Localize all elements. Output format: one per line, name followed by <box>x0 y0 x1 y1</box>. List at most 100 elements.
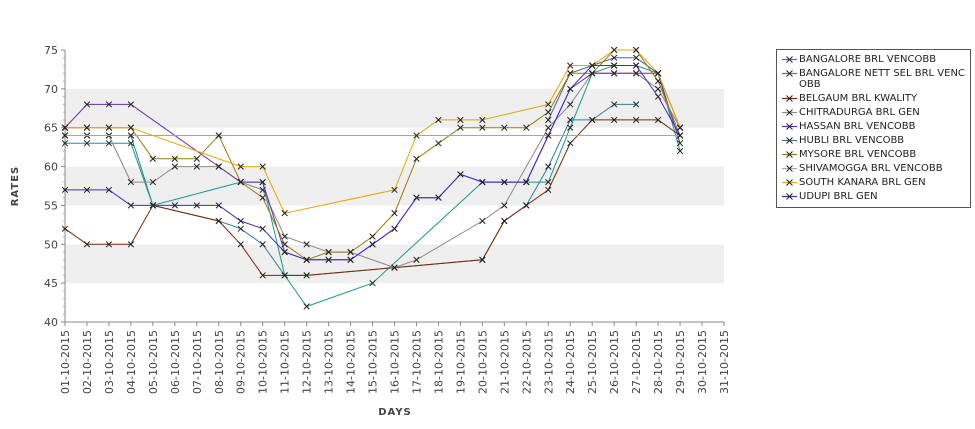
data-point-marker <box>61 186 69 194</box>
marker-stroke <box>303 256 310 263</box>
data-point-marker <box>127 101 135 108</box>
x-tick-label: 01-10-2015 <box>59 330 72 394</box>
data-point-marker <box>391 210 398 217</box>
marker-stroke <box>105 186 113 194</box>
marker-stroke <box>193 155 200 162</box>
marker-stroke <box>61 225 69 232</box>
data-point-marker <box>369 233 376 240</box>
marker-stroke <box>325 248 332 256</box>
marker-stroke <box>61 186 69 194</box>
data-point-marker <box>457 116 464 124</box>
data-point-marker <box>501 178 508 186</box>
data-point-marker <box>237 225 244 232</box>
legend-item: BANGALORE NETT SEL BRL VENCOBB <box>777 66 970 91</box>
data-point-marker <box>457 171 464 178</box>
x-tick-label: 11-10-2015 <box>279 330 292 394</box>
data-point-marker <box>127 124 135 131</box>
marker-stroke <box>127 132 135 139</box>
marker-stroke <box>105 124 113 131</box>
marker-stroke <box>545 116 552 124</box>
data-point-marker <box>632 62 640 69</box>
legend-x-stroke <box>786 56 793 63</box>
marker-stroke <box>61 132 69 139</box>
data-point-marker <box>325 256 332 263</box>
data-point-marker <box>391 186 398 194</box>
data-point-marker <box>413 132 420 139</box>
marker-stroke <box>479 124 486 131</box>
marker-stroke <box>435 140 442 147</box>
marker-stroke <box>127 202 135 209</box>
data-point-marker <box>303 241 310 248</box>
marker-stroke <box>193 163 200 170</box>
marker-stroke <box>369 241 376 248</box>
marker-stroke <box>325 256 332 263</box>
data-point-marker <box>127 178 135 186</box>
y-tick-label: 75 <box>44 44 58 57</box>
data-point-marker <box>105 140 113 147</box>
data-point-marker <box>127 202 135 209</box>
data-point-marker <box>632 54 640 61</box>
marker-stroke <box>479 217 486 225</box>
marker-stroke <box>171 155 178 162</box>
data-point-marker <box>237 163 244 170</box>
marker-stroke <box>215 202 222 209</box>
data-point-marker <box>281 272 288 279</box>
data-point-marker <box>215 217 222 225</box>
marker-stroke <box>676 132 684 139</box>
legend-item: UDUPI BRL GEN <box>777 189 970 203</box>
legend-x-stroke <box>786 95 793 102</box>
data-point-marker <box>259 194 266 201</box>
data-point-marker <box>193 155 200 162</box>
data-point-marker <box>611 54 618 61</box>
data-point-marker <box>567 70 574 77</box>
data-point-marker <box>83 101 91 108</box>
legend-marker-icon <box>782 179 797 186</box>
data-point-marker <box>347 248 354 256</box>
marker-stroke <box>61 124 69 131</box>
x-axis-title: DAYS <box>378 407 412 418</box>
data-point-marker <box>479 124 486 131</box>
marker-stroke <box>237 217 244 225</box>
legend-label: HUBLI BRL VENCOBB <box>799 135 905 146</box>
x-tick-label: 08-10-2015 <box>213 330 226 394</box>
marker-stroke <box>237 241 244 248</box>
y-axis-title: RATES <box>10 166 21 207</box>
marker-stroke <box>193 202 200 209</box>
marker-stroke <box>676 140 684 147</box>
marker-stroke <box>632 116 640 124</box>
legend-item: MYSORE BRL VENCOBB <box>777 147 970 161</box>
marker-stroke <box>545 186 552 194</box>
marker-stroke <box>611 101 618 108</box>
marker-stroke <box>83 124 91 131</box>
marker-stroke <box>237 225 244 232</box>
data-point-marker <box>589 116 596 124</box>
data-point-marker <box>215 163 222 170</box>
y-tick-labels: 40 45 50 55 60 65 70 75 <box>44 44 58 329</box>
marker-stroke <box>303 303 310 310</box>
data-point-marker <box>149 178 157 186</box>
marker-stroke <box>259 272 266 279</box>
marker-stroke <box>654 93 662 100</box>
data-point-marker <box>611 46 618 54</box>
data-point-marker <box>611 70 618 77</box>
data-point-marker <box>676 124 684 131</box>
data-point-marker <box>589 70 596 77</box>
legend-item: HASSAN BRL VENCOBB <box>777 119 970 133</box>
marker-stroke <box>501 124 508 131</box>
data-point-marker <box>435 140 442 147</box>
data-point-marker <box>61 124 69 131</box>
marker-stroke <box>567 62 574 69</box>
marker-stroke <box>83 140 91 147</box>
y-tick-label: 55 <box>44 199 58 212</box>
data-point-marker <box>237 217 244 225</box>
x-tick-label: 27-10-2015 <box>630 330 643 394</box>
marker-stroke <box>171 163 178 170</box>
marker-stroke <box>259 178 266 186</box>
marker-stroke <box>545 132 552 139</box>
x-tick-label: 29-10-2015 <box>674 330 687 394</box>
data-point-marker <box>281 241 288 248</box>
data-point-marker <box>281 248 288 256</box>
data-point-marker <box>259 225 266 232</box>
grid-band <box>65 244 724 284</box>
